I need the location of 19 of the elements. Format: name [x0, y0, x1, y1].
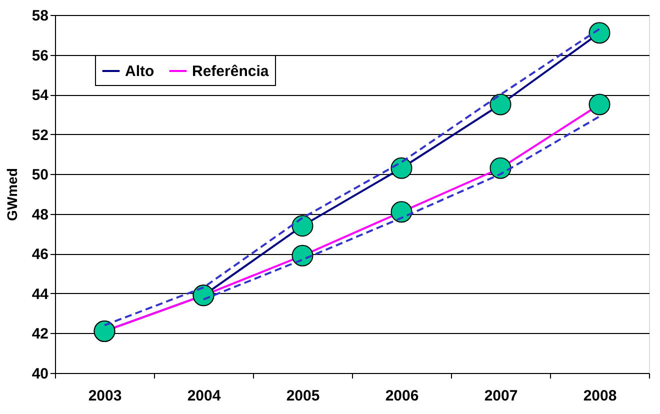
x-tick-label: 2007 [484, 388, 518, 404]
legend-label: Referência [192, 63, 270, 80]
y-tick-label: 44 [32, 286, 50, 303]
y-tick-label: 54 [32, 87, 50, 104]
y-tick-label: 52 [32, 126, 48, 144]
x-tick-label: 2008 [583, 388, 617, 404]
x-tick-label: 2003 [88, 388, 122, 404]
y-axis-title: GWmed [4, 168, 20, 221]
y-tick-label: 42 [32, 326, 48, 343]
y-tick-label: 48 [32, 206, 48, 224]
y-tick-label: 46 [32, 246, 48, 264]
x-tick-label: 2004 [187, 388, 222, 404]
y-tick-label: 40 [32, 366, 48, 382]
y-tick-label: 56 [32, 47, 48, 64]
x-tick-label: 2006 [385, 388, 419, 404]
y-tick-label: 58 [32, 8, 48, 24]
x-tick-label: 2005 [286, 388, 320, 404]
y-tick-label: 50 [32, 166, 48, 184]
legend-label: Alto [125, 63, 154, 80]
